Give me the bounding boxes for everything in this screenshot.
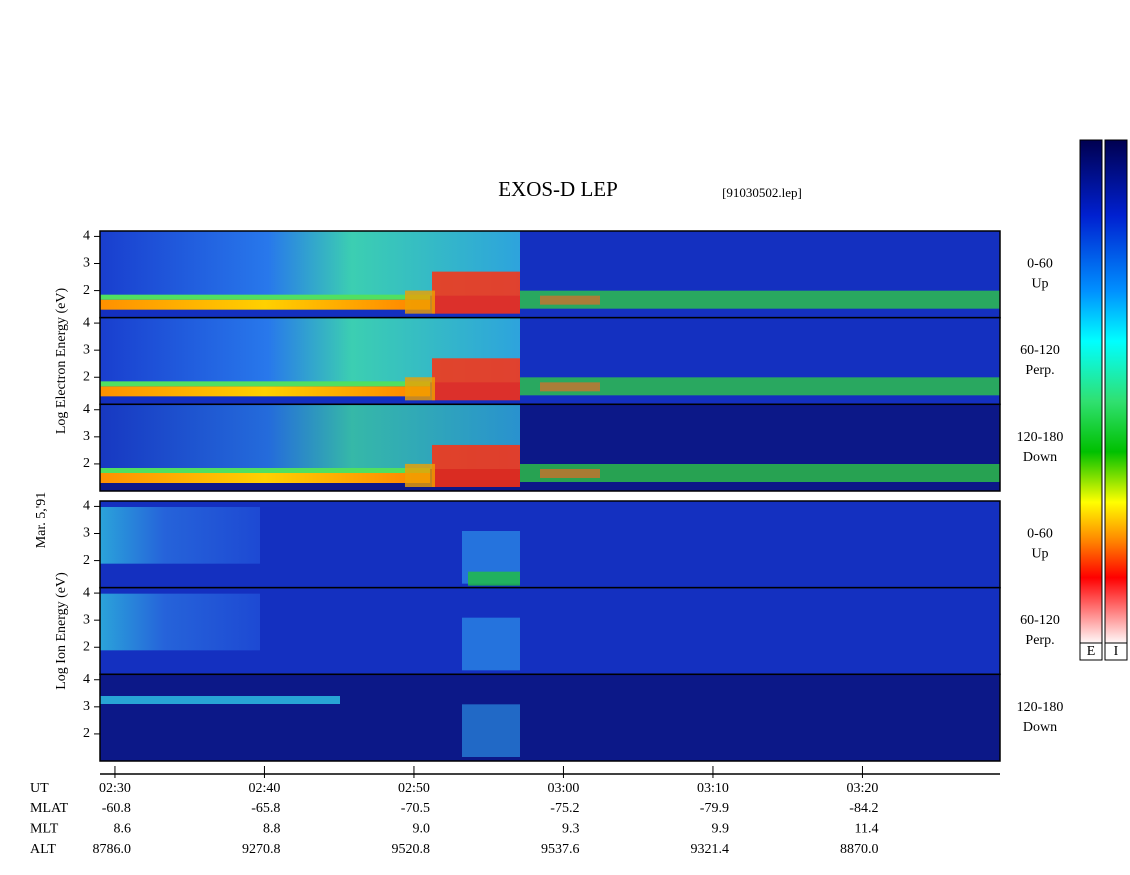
panel-angle: 0-60 bbox=[1027, 527, 1053, 542]
color-bar-label: E bbox=[1087, 644, 1096, 659]
y-tick-label: 2 bbox=[83, 456, 90, 471]
row-value: 9270.8 bbox=[242, 842, 281, 857]
x-tick-label: 03:10 bbox=[697, 781, 729, 796]
spectrogram-band bbox=[100, 468, 430, 473]
row-value: -84.2 bbox=[849, 801, 878, 816]
panel-direction: Up bbox=[1031, 547, 1048, 562]
y-tick-label: 4 bbox=[83, 229, 90, 244]
spectrogram-region bbox=[100, 696, 340, 704]
spectrogram-burst bbox=[405, 463, 435, 487]
y-tick-label: 3 bbox=[83, 429, 90, 444]
spectrogram-region bbox=[100, 593, 260, 651]
x-tick-label: 03:00 bbox=[548, 781, 580, 796]
row-value: 8.6 bbox=[113, 822, 131, 837]
spectrogram-band bbox=[520, 464, 1000, 482]
chart-title: EXOS-D LEP bbox=[498, 177, 618, 201]
color-bar-box bbox=[1104, 642, 1128, 661]
y-tick-label: 3 bbox=[83, 612, 90, 627]
y-tick-label: 3 bbox=[83, 256, 90, 271]
panel-angle: 0-60 bbox=[1027, 257, 1053, 272]
panel-angle: 120-180 bbox=[1017, 430, 1064, 445]
y-tick-label: 3 bbox=[83, 699, 90, 714]
y-tick-label: 2 bbox=[83, 283, 90, 298]
row-label: ALT bbox=[30, 842, 56, 857]
row-label: MLT bbox=[30, 822, 59, 837]
row-value: 9.3 bbox=[562, 822, 580, 837]
row-value: 9321.4 bbox=[690, 842, 729, 857]
y-tick-label: 4 bbox=[83, 499, 90, 514]
spectrogram-region bbox=[462, 704, 520, 757]
spectrogram-burst bbox=[432, 444, 520, 487]
panel-frame bbox=[99, 403, 1001, 492]
panel-direction: Perp. bbox=[1025, 633, 1054, 648]
y-tick-label: 2 bbox=[83, 553, 90, 568]
panel-angle: 120-180 bbox=[1017, 700, 1064, 715]
spectrogram-burst bbox=[405, 290, 435, 314]
row-value: -75.2 bbox=[550, 801, 579, 816]
color-bar bbox=[1079, 139, 1103, 644]
spectrogram-band bbox=[540, 295, 600, 305]
spectrogram-band bbox=[100, 381, 430, 387]
spectrogram-burst bbox=[432, 358, 520, 401]
date-label: Mar. 5,'91 bbox=[34, 492, 49, 549]
x-tick-label: 03:20 bbox=[847, 781, 879, 796]
spectrogram-bg bbox=[100, 674, 1000, 761]
spectrogram-burst bbox=[432, 271, 520, 314]
panel-direction: Down bbox=[1023, 720, 1057, 735]
spectrogram-burst bbox=[468, 571, 520, 586]
row-value: 8870.0 bbox=[840, 842, 879, 857]
y-tick-label: 4 bbox=[83, 672, 90, 687]
file-label: [91030502.lep] bbox=[722, 185, 802, 200]
y-tick-label: 4 bbox=[83, 315, 90, 330]
spectrogram-band bbox=[100, 299, 430, 310]
y-tick-label: 4 bbox=[83, 402, 90, 417]
panel-direction: Perp. bbox=[1025, 363, 1054, 378]
row-value: 9.0 bbox=[412, 822, 430, 837]
color-bar-box bbox=[1079, 642, 1103, 661]
row-value: 8.8 bbox=[263, 822, 281, 837]
color-bar-label: I bbox=[1114, 644, 1119, 659]
spectrogram-band bbox=[540, 382, 600, 392]
panel-direction: Up bbox=[1031, 277, 1048, 292]
row-value: -65.8 bbox=[251, 801, 280, 816]
spectrogram-region bbox=[100, 507, 260, 564]
row-value: 8786.0 bbox=[92, 842, 131, 857]
y-tick-label: 4 bbox=[83, 585, 90, 600]
row-label: MLAT bbox=[30, 801, 69, 816]
panel-frame bbox=[99, 673, 1001, 762]
group-label: Log Ion Energy (eV) bbox=[54, 572, 69, 690]
panel-angle: 60-120 bbox=[1020, 343, 1060, 358]
spectrogram-burst bbox=[405, 377, 435, 401]
y-tick-label: 2 bbox=[83, 639, 90, 654]
x-tick-label: 02:30 bbox=[99, 781, 131, 796]
spectrogram-band bbox=[520, 290, 1000, 309]
row-value: -60.8 bbox=[102, 801, 131, 816]
spectrogram-band bbox=[100, 294, 430, 300]
row-value: 9.9 bbox=[711, 822, 729, 837]
y-tick-label: 2 bbox=[83, 369, 90, 384]
row-value: 9537.6 bbox=[541, 842, 580, 857]
spectrogram-band bbox=[100, 473, 430, 483]
panel-angle: 60-120 bbox=[1020, 613, 1060, 628]
panel-direction: Down bbox=[1023, 450, 1057, 465]
x-tick-label: 02:50 bbox=[398, 781, 430, 796]
y-tick-label: 2 bbox=[83, 726, 90, 741]
spectrogram-region bbox=[462, 617, 520, 671]
color-bar bbox=[1104, 139, 1128, 644]
x-tick-label: 02:40 bbox=[249, 781, 281, 796]
row-value: -79.9 bbox=[700, 801, 729, 816]
row-value: -70.5 bbox=[401, 801, 430, 816]
group-label: Log Electron Energy (eV) bbox=[54, 288, 69, 435]
y-tick-label: 3 bbox=[83, 342, 90, 357]
row-label: UT bbox=[30, 781, 49, 796]
spectrogram-band bbox=[100, 386, 430, 397]
y-tick-label: 3 bbox=[83, 526, 90, 541]
spectrogram-band bbox=[520, 377, 1000, 396]
row-value: 9520.8 bbox=[391, 842, 430, 857]
spectrogram-band bbox=[540, 469, 600, 478]
row-value: 11.4 bbox=[854, 822, 878, 837]
